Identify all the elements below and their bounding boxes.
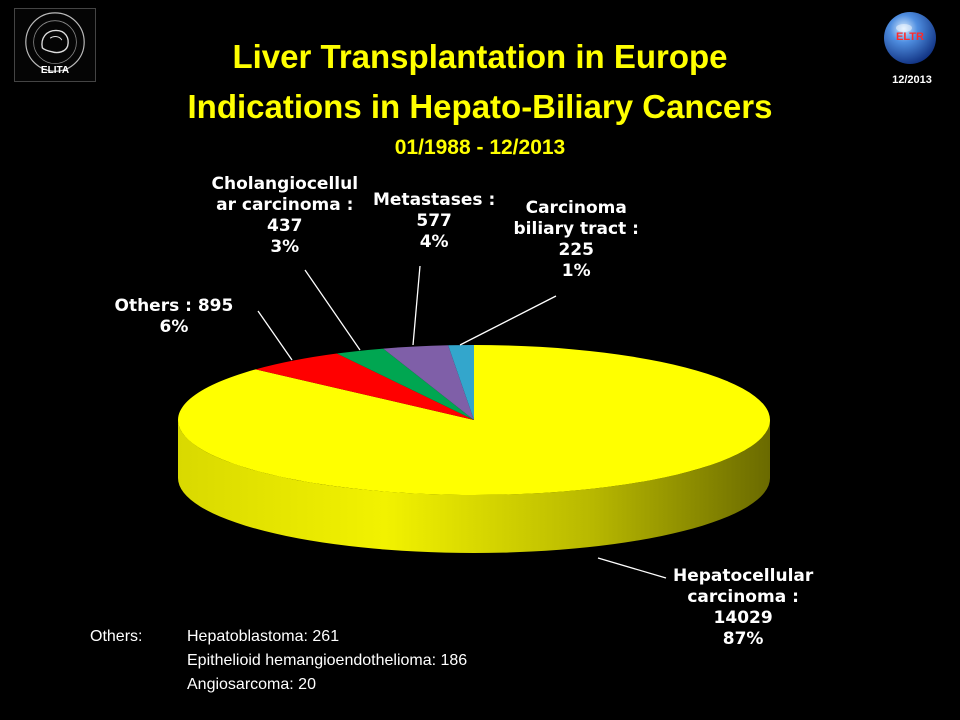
data-label-biliary: Carcinoma biliary tract :225 1% — [513, 198, 639, 281]
leader-line-cholangio — [304, 269, 361, 351]
page-title: Liver Transplantation in Europe — [232, 38, 728, 75]
others-note-item: Angiosarcoma: 20 — [187, 676, 316, 693]
leader-line-biliary — [459, 295, 557, 346]
leader-line-others — [257, 310, 293, 361]
data-label-hcc: Hepatocellular carcinoma :14029 87% — [673, 566, 814, 649]
data-label-others: Others : 895 6% — [114, 296, 234, 337]
eltr-logo-text: ELTR — [896, 31, 924, 43]
page-subtitle: 01/1988 - 12/2013 — [394, 136, 566, 159]
elita-logo: ELITA — [14, 8, 96, 82]
leader-line-hcc — [597, 557, 667, 579]
leader-line-metastases — [412, 265, 421, 346]
others-note-heading: Others: — [90, 628, 143, 645]
date-badge: 12/2013 — [892, 74, 932, 86]
pie-slice-cholangio — [336, 348, 474, 420]
pie-slice-hcc — [178, 345, 771, 495]
elita-logo-text: ELITA — [40, 65, 70, 76]
page-title-line2: Indications in Hepato-Biliary Cancers — [187, 88, 773, 125]
others-note-item: Epithelioid hemangioendothelioma: 186 — [187, 652, 468, 669]
pie-slice-metastases — [383, 345, 474, 420]
data-label-metastases: Metastases :577 4% — [373, 190, 496, 252]
pie-slice-others — [255, 353, 474, 420]
pie-slice-side-hcc — [178, 420, 770, 553]
others-note-item: Hepatoblastoma: 261 — [187, 628, 340, 645]
eltr-logo: ELTR — [882, 10, 938, 66]
others-note-list: Hepatoblastoma: 261 Epithelioid hemangio… — [187, 625, 467, 697]
pie-slice-biliary — [448, 345, 474, 420]
data-label-cholangio: Cholangiocellul ar carcinoma :437 3% — [211, 174, 359, 257]
